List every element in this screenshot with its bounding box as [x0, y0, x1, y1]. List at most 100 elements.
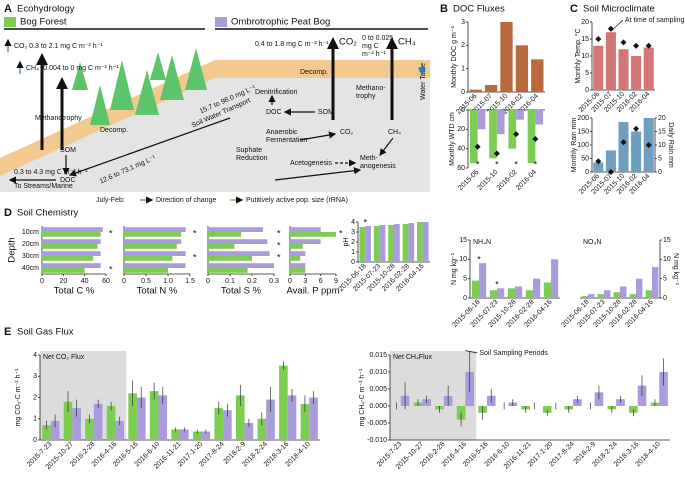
bar [597, 294, 604, 298]
y-tick-label: 200 [577, 115, 589, 122]
bar [516, 110, 524, 120]
x-tick-label: 0.3 [269, 278, 279, 285]
bar [171, 429, 180, 440]
y-tick-label: 15 [459, 237, 467, 244]
chart-title: NO₃N [583, 239, 601, 246]
pool: SOM [60, 147, 76, 154]
bar [257, 418, 267, 440]
bar [402, 224, 409, 262]
bar [208, 256, 252, 261]
y-tick-label: 0.005 [369, 386, 387, 393]
diamond [620, 39, 627, 46]
bar [223, 410, 232, 440]
bar [42, 227, 103, 232]
bar [214, 408, 224, 440]
bar [208, 232, 241, 237]
y-tick-label: 10cm [22, 229, 39, 236]
y-tick-label: 0 [33, 437, 37, 444]
annotation: Soil Sampling Periods [479, 350, 548, 357]
y-tick-label: 0 [585, 169, 589, 176]
bar [388, 225, 394, 262]
bar [124, 227, 186, 232]
significance: * [109, 264, 113, 274]
pool: CH₄ [388, 129, 401, 136]
panel-title: Soil Microclimate [583, 4, 655, 15]
bar [477, 110, 486, 130]
bar [533, 278, 541, 298]
annotation: At time of sampling [625, 17, 685, 24]
y-tick-label: -0.010 [367, 437, 387, 444]
y-tick-label: 2 [351, 239, 355, 246]
x-tick-label: 0 [40, 278, 44, 285]
bar [593, 45, 604, 90]
bar [85, 418, 94, 440]
peat-band [0, 60, 430, 176]
process: Acetogenesis [290, 160, 333, 167]
y-tick-label: 40cm [22, 265, 39, 272]
y-label: pH [343, 238, 350, 247]
y-label: N mg kg⁻¹ [672, 253, 679, 286]
x-label: Avail. P ppm [287, 286, 340, 297]
flux-label: CH₄ -0.004 to 0 mg C m⁻² h⁻¹ [26, 65, 119, 72]
soil [0, 78, 430, 192]
leader [465, 350, 478, 354]
bar [588, 294, 595, 298]
bar [643, 47, 654, 90]
bar [652, 267, 659, 298]
y-label: N mg kg⁻¹ [451, 252, 458, 285]
flux-label: 0.3 to 4.3 mg C m⁻² h⁻¹ [14, 169, 88, 176]
process: Denitrification [255, 89, 298, 96]
bar [631, 131, 642, 172]
panel-letter: E [4, 326, 11, 338]
x-label: Total S % [221, 286, 262, 297]
y-tick-label: 5 [585, 70, 589, 77]
y-tick-label: 0 [351, 259, 355, 266]
panel-letter: A [4, 3, 12, 15]
bar [631, 56, 642, 90]
bar [244, 423, 254, 440]
x-tick-label: 9 [334, 278, 338, 285]
bar [365, 226, 371, 262]
bar [124, 268, 168, 273]
y-tick-label: 60 [457, 165, 465, 172]
bar [208, 244, 235, 249]
bar [290, 251, 306, 256]
chart-title: NH₄N [473, 239, 491, 246]
bar [124, 232, 182, 237]
bar [479, 263, 487, 298]
y-tick-label: 0 [585, 87, 589, 94]
bar [72, 408, 81, 440]
significance: * [277, 252, 281, 262]
bar [373, 226, 380, 262]
bar [605, 32, 616, 90]
line: mg C [362, 43, 379, 50]
line: Methano- [356, 85, 386, 92]
y-tick-label: 4 [351, 219, 355, 226]
panel-title: Ecohydrology [17, 4, 75, 15]
bar [208, 268, 248, 273]
bar [496, 110, 505, 135]
diamond [607, 169, 614, 175]
bar [136, 397, 146, 440]
y-tick-label: 3 [351, 229, 355, 236]
bar [290, 232, 336, 237]
sampling-period [390, 351, 434, 440]
bar [531, 59, 544, 92]
y-tick-label: 10 [459, 256, 467, 263]
bar [290, 239, 321, 244]
diamond [633, 125, 640, 132]
significance: * [363, 217, 367, 227]
bar [618, 122, 629, 172]
y-tick-label: 1 [461, 66, 465, 73]
y-tick-label: 0 [663, 295, 667, 302]
diamond [595, 36, 602, 42]
diamond [645, 142, 652, 148]
bar [192, 431, 202, 440]
chart-title: Net CH₄Flux [393, 354, 433, 361]
line: 0 to 0.025 [362, 35, 393, 42]
panel-letter: C [570, 3, 578, 15]
line: anogenesis [360, 163, 396, 170]
swatch [4, 17, 16, 27]
process: Meth-anogenesis [360, 155, 396, 170]
panel-title: DOC Fluxes [453, 4, 505, 15]
